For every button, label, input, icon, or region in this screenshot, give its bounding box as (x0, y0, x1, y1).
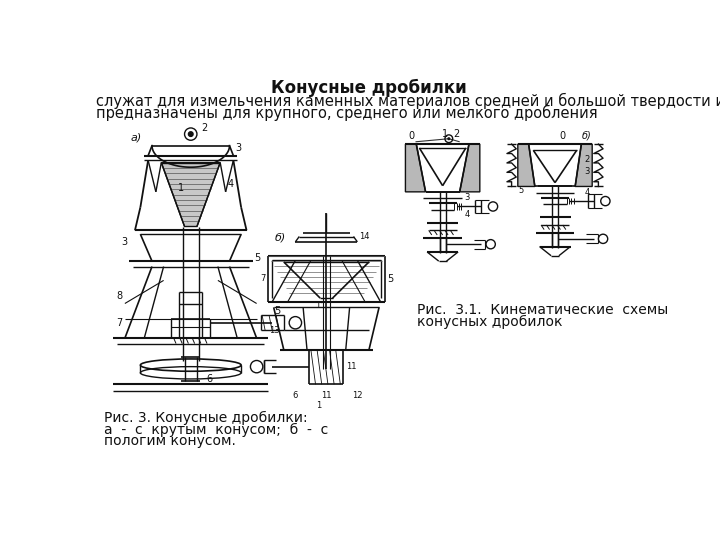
Text: пологим конусом.: пологим конусом. (104, 434, 236, 448)
Text: 3: 3 (235, 143, 242, 153)
Text: 3: 3 (464, 193, 469, 202)
Text: 6: 6 (206, 374, 212, 384)
Text: 11: 11 (321, 390, 332, 400)
Text: 11: 11 (346, 362, 356, 371)
Text: Рис. 3. Конусные дробилки:: Рис. 3. Конусные дробилки: (104, 411, 307, 426)
Text: конусных дробилок: конусных дробилок (417, 315, 562, 329)
Text: 5: 5 (387, 274, 393, 284)
Polygon shape (518, 144, 535, 186)
Text: 1': 1' (315, 301, 323, 310)
Text: 5: 5 (274, 306, 281, 316)
Text: 4: 4 (464, 210, 469, 219)
Text: 0: 0 (559, 131, 566, 140)
Polygon shape (405, 144, 426, 192)
Circle shape (447, 137, 451, 140)
Text: 2: 2 (454, 129, 459, 139)
Text: 3: 3 (585, 166, 590, 176)
Text: 4: 4 (228, 179, 234, 189)
Text: 0: 0 (408, 131, 415, 140)
Text: 2: 2 (585, 155, 590, 164)
Text: а  -  с  крутым  конусом;  б  -  с: а - с крутым конусом; б - с (104, 423, 328, 437)
Text: 5: 5 (254, 253, 261, 263)
Text: 8: 8 (117, 291, 122, 301)
Text: предназначены для крупного, среднего или мелкого дробления: предназначены для крупного, среднего или… (96, 105, 598, 121)
Polygon shape (459, 144, 480, 192)
Text: 5: 5 (518, 186, 524, 195)
Text: а): а) (130, 132, 142, 143)
Text: 1: 1 (442, 129, 448, 139)
Text: 1: 1 (179, 183, 184, 193)
Text: Конусные дробилки: Конусные дробилки (271, 79, 467, 97)
Text: 13: 13 (269, 326, 280, 335)
Text: 7: 7 (117, 318, 122, 328)
Text: 12: 12 (352, 390, 363, 400)
Text: служат для измельчения каменных материалов средней и большой твердости и: служат для измельчения каменных материал… (96, 92, 720, 109)
Text: 14: 14 (359, 232, 369, 241)
Polygon shape (161, 163, 220, 226)
Text: Рис.  3.1.  Кинематические  схемы: Рис. 3.1. Кинематические схемы (417, 303, 668, 318)
Text: 4: 4 (585, 188, 590, 197)
Text: 7: 7 (261, 274, 266, 284)
Text: 3: 3 (121, 237, 127, 247)
Text: 6: 6 (293, 390, 298, 400)
Text: б): б) (274, 233, 286, 242)
Text: 2: 2 (202, 123, 208, 133)
Circle shape (189, 132, 193, 137)
Text: 1: 1 (316, 401, 321, 410)
Polygon shape (575, 144, 593, 186)
Text: б): б) (582, 131, 592, 140)
